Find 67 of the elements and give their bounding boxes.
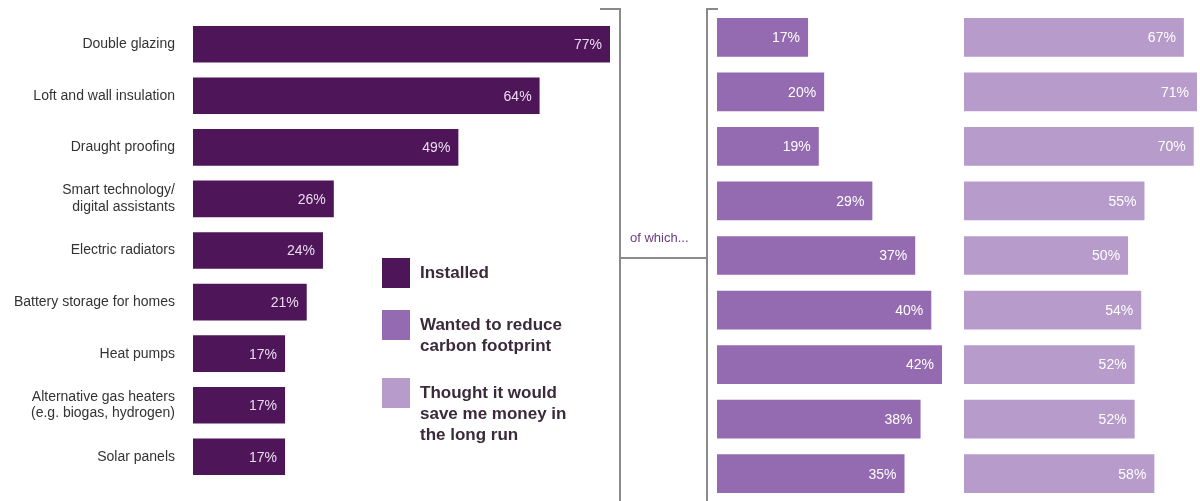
- y-tick-label: Alternative gas heaters (e.g. biogas, hydrogen): [31, 387, 175, 421]
- y-tick-label: Battery storage for homes: [13, 292, 175, 309]
- bar: [964, 17, 1184, 57]
- data-label: 37%: [879, 247, 908, 264]
- data-label: 38%: [884, 411, 913, 428]
- text: of which...: [630, 230, 689, 245]
- data-label: 64%: [503, 87, 532, 104]
- data-label: 52%: [1098, 411, 1127, 428]
- data-label: 70%: [1157, 138, 1186, 155]
- bar: [964, 290, 1142, 330]
- y-tick-label: Double glazing: [82, 35, 175, 52]
- y-tick-label: Draught proofing: [70, 138, 175, 155]
- bar: [717, 72, 825, 112]
- data-label: 35%: [868, 465, 897, 482]
- data-label: 20%: [788, 83, 817, 100]
- bar: [717, 17, 809, 57]
- bar: [193, 25, 610, 63]
- data-label: 17%: [249, 345, 278, 362]
- legend-label: Thought it would save me money in the long run: [420, 382, 568, 445]
- y-tick-label: Solar panels: [97, 447, 175, 464]
- y-tick-label: Loft and wall insulation: [33, 86, 175, 103]
- bar: [193, 283, 307, 321]
- bar: [193, 386, 286, 424]
- bar: [964, 181, 1145, 221]
- bar: [193, 438, 286, 476]
- bar: [193, 232, 323, 269]
- data-label: 77%: [573, 36, 602, 53]
- y-tick-label: Heat pumps: [99, 344, 175, 361]
- data-label: 58%: [1118, 465, 1147, 482]
- bar: [193, 180, 334, 218]
- bar: [193, 77, 540, 115]
- bar: [964, 72, 1197, 112]
- data-label: 40%: [895, 301, 924, 318]
- bar: [964, 399, 1135, 439]
- data-label: 26%: [297, 190, 326, 207]
- legend-label: Installed: [420, 262, 489, 283]
- y-tick-label: Electric radiators: [70, 241, 175, 258]
- data-label: 55%: [1108, 192, 1137, 209]
- bar: [717, 399, 921, 439]
- legend-label: Wanted to reduce carbon footprint: [420, 314, 563, 356]
- bar: [717, 181, 873, 221]
- bar: [193, 129, 459, 166]
- data-label: 19%: [782, 138, 811, 155]
- data-label: 24%: [286, 242, 315, 259]
- data-label: 21%: [270, 293, 299, 310]
- data-label: 17%: [772, 29, 801, 46]
- bar: [717, 236, 916, 275]
- data-label: 17%: [249, 448, 278, 465]
- bar: [964, 345, 1135, 384]
- bar: [717, 454, 905, 494]
- data-label: 50%: [1092, 247, 1121, 264]
- data-label: 49%: [422, 139, 451, 156]
- bar: [193, 335, 286, 372]
- y-tick-label: Smart technology/ digital assistants: [62, 181, 176, 215]
- bar: [964, 454, 1155, 494]
- bar: [717, 127, 819, 166]
- data-label: 29%: [836, 192, 865, 209]
- data-label: 71%: [1160, 83, 1189, 100]
- data-label: 42%: [905, 356, 934, 373]
- data-label: 52%: [1098, 356, 1127, 373]
- data-label: 54%: [1105, 301, 1134, 318]
- data-label: 17%: [249, 397, 278, 414]
- bar: [717, 345, 942, 384]
- bar: [964, 127, 1194, 166]
- bar: [717, 290, 932, 330]
- data-label: 67%: [1147, 29, 1176, 46]
- bar: [964, 236, 1129, 275]
